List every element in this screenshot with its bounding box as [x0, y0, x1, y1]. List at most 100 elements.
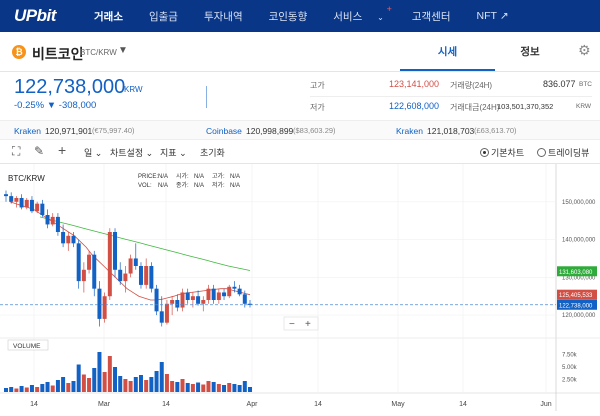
interval-select[interactable]: 일 ⌄ — [84, 148, 103, 158]
candle-body — [9, 196, 14, 202]
tab-quote[interactable]: 시세 — [437, 46, 458, 58]
volume-bar — [206, 381, 211, 392]
x-tick-label: 14 — [30, 401, 38, 408]
volume-bar — [87, 378, 92, 392]
volume-bar — [102, 372, 107, 392]
down-arrow-icon: ▼ — [46, 100, 57, 111]
candle-body — [144, 266, 149, 285]
volume-bar — [14, 388, 19, 392]
volume-bar — [9, 387, 14, 392]
nav-item-exchange[interactable]: 거래소 — [94, 10, 123, 23]
amount-unit: KRW — [576, 103, 592, 110]
price-chart[interactable]: 150,000,000 140,000,000 130,000,000 120,000… — [0, 164, 600, 411]
nav-item-deposit[interactable]: 입출금 — [148, 10, 178, 23]
price-tag-label: 131,603,080 — [559, 270, 593, 276]
tab-info[interactable]: 정보 — [520, 46, 540, 58]
volume-tick-label: 7.50k — [562, 353, 578, 359]
candle-body — [24, 199, 29, 208]
price-tag — [557, 299, 597, 310]
change-percent: -0.25% — [14, 100, 45, 111]
x-tick-label: Mar — [98, 401, 111, 408]
candle-body — [14, 198, 19, 202]
nav-item-support[interactable]: 고객센터 — [411, 10, 451, 23]
volume-bar — [128, 381, 133, 392]
candle-body — [216, 292, 221, 300]
volume-bar — [4, 388, 8, 392]
exchange-2-name[interactable]: Coinbase — [206, 126, 242, 136]
candle-body — [107, 232, 112, 297]
pencil-icon[interactable]: ✎ — [34, 144, 45, 158]
exchange-1-name[interactable]: Kraken — [14, 126, 41, 136]
candle-body — [29, 199, 34, 212]
stats-divider — [310, 96, 592, 97]
volume-bar — [29, 385, 34, 392]
basic-chart-radio[interactable]: 기본차트 — [480, 146, 524, 159]
volume-bar — [144, 380, 149, 392]
zoom-in-button[interactable]: + — [305, 319, 311, 330]
candle-body — [211, 288, 216, 300]
volume-bar — [133, 377, 138, 392]
low-label: 저가 — [310, 103, 325, 112]
zoom-controls: − + — [283, 316, 319, 331]
indicator-button[interactable]: 지표 ⌄ — [160, 148, 187, 158]
nav-nft-label: NFT — [476, 10, 497, 22]
exchange-3-name[interactable]: Kraken — [396, 126, 423, 136]
fullscreen-icon[interactable]: ⛶ — [12, 144, 21, 158]
nav-item-investments[interactable]: 투자내역 — [203, 10, 243, 23]
candle-body — [92, 254, 97, 289]
nav-item-services[interactable]: 서비스 + ⌄ — [333, 4, 392, 24]
exchange-3-sub: (£63,613.70) — [474, 126, 517, 135]
x-tick-label: May — [391, 401, 405, 408]
volume-bar — [154, 371, 159, 392]
high-value: 123,141,000 — [389, 79, 440, 89]
candle-body — [87, 254, 92, 270]
chevron-down-icon[interactable]: ⌄ — [377, 12, 384, 22]
chart-settings-label: 차트설정 — [110, 148, 144, 158]
indicator-label: 지표 — [160, 148, 177, 158]
y-tick-label: 130,000,000 — [562, 275, 596, 281]
zoom-out-button[interactable]: − — [289, 319, 295, 330]
chart-canvas[interactable]: 150,000,000 140,000,000 130,000,000 120,000… — [0, 164, 600, 411]
volume-bar — [159, 362, 164, 392]
volume-bar — [190, 384, 195, 392]
crosshair-icon[interactable]: + — [58, 142, 67, 158]
volume-label: VOLUME — [13, 343, 41, 350]
y-tick-label: 120,000,000 — [562, 313, 596, 319]
x-tick-label: Apr — [247, 401, 259, 408]
x-tick-label: 14 — [459, 401, 467, 408]
candle-body — [138, 266, 143, 285]
candle-body — [164, 303, 169, 323]
coin-select-caret-icon[interactable]: ▼ — [118, 45, 128, 56]
external-arrow-icon: ↗ — [499, 10, 509, 22]
low-value: 122,608,000 — [389, 101, 440, 111]
volume-bar — [61, 377, 66, 392]
nav-item-nft[interactable]: NFT ↗ — [477, 10, 509, 22]
nav-services-badge: + — [386, 3, 392, 14]
legend-open-val: N/A — [194, 174, 204, 180]
exchange-3-price: 121,018,703 — [427, 126, 475, 136]
price-tag-label: 125,405,533 — [559, 293, 593, 299]
candle-body — [248, 303, 252, 305]
basic-chart-label: 기본차트 — [491, 148, 525, 158]
volume-bar — [180, 379, 185, 392]
volume-bar — [107, 356, 112, 392]
upbit-logo[interactable]: UPbit — [14, 6, 56, 25]
candle-body — [61, 232, 66, 244]
volume-bar — [138, 375, 143, 392]
nav-item-coin-trends[interactable]: 코인동향 — [268, 10, 308, 23]
reset-button[interactable]: 초기화 — [200, 148, 225, 158]
candle-body — [35, 203, 40, 212]
candle-body — [55, 216, 60, 232]
candle-body — [154, 288, 159, 312]
chart-settings-button[interactable]: 차트설정 ⌄ — [110, 148, 154, 158]
tradingview-radio[interactable]: 트레이딩뷰 — [537, 146, 589, 159]
gear-icon[interactable]: ⚙ — [578, 42, 591, 58]
legend-price-label: PRICE: — [138, 174, 158, 180]
volume-bar — [237, 385, 242, 392]
candle-body — [19, 198, 24, 208]
candle-body — [237, 288, 242, 295]
volume-bar — [175, 382, 180, 392]
candle-body — [159, 311, 164, 323]
volume-bar — [232, 384, 237, 392]
price-change: -0.25% ▼ -308,000 — [14, 100, 96, 111]
